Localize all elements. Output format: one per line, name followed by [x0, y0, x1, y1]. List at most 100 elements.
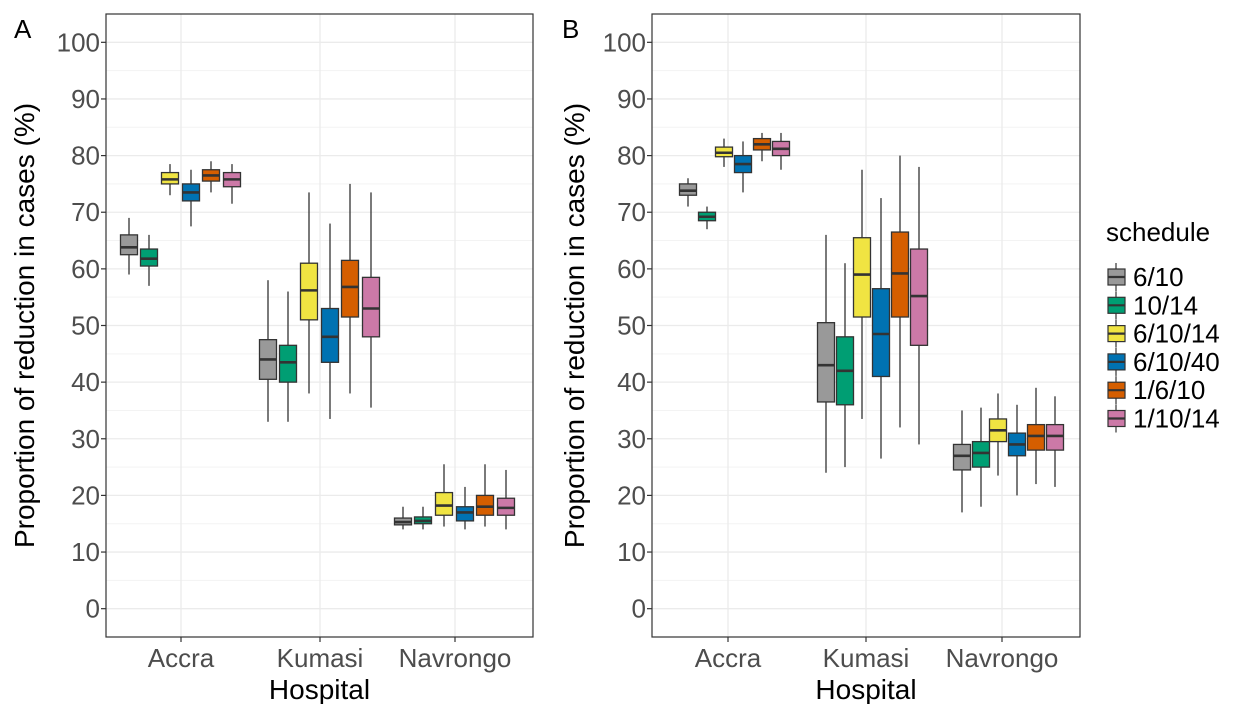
box-1-6-10-accra: [752, 132, 772, 162]
y-tick-label: 30: [71, 424, 100, 454]
box-6-10-accra: [678, 178, 698, 207]
box-body: [1026, 423, 1046, 451]
panel-label: B: [562, 14, 579, 44]
box-6-10-40-kumasi: [320, 223, 340, 419]
box-body: [434, 491, 454, 516]
box-10-14-kumasi: [278, 291, 298, 422]
y-tick-label: 50: [617, 311, 646, 341]
y-tick-label: 0: [86, 594, 100, 624]
box-body: [119, 234, 139, 256]
box-body: [871, 288, 891, 378]
x-tick-label: Kumasi: [823, 643, 910, 673]
x-tick-label: Accra: [148, 643, 215, 673]
box-6-10-40-navrongo: [455, 486, 475, 530]
legend-label: 1/10/14: [1133, 404, 1220, 434]
box-6-10-kumasi: [258, 280, 278, 422]
box-6-10-40-kumasi: [871, 198, 891, 459]
legend-item-10-14: 10/14: [1107, 290, 1198, 320]
y-tick-label: 10: [617, 537, 646, 567]
box-6-10-14-navrongo: [988, 393, 1008, 476]
box-6-10-14-navrongo: [434, 464, 454, 527]
panel-b: 0 10 20 30 40 50 60 70 80 90 100 Accra Kumasi Navrong…: [559, 13, 1081, 704]
box-1-10-14-kumasi: [909, 166, 929, 445]
x-axis-title: Hospital: [269, 674, 370, 704]
box-body: [455, 506, 475, 522]
y-tick-label: 70: [617, 197, 646, 227]
legend-label: 10/14: [1133, 290, 1198, 320]
y-tick-label: 60: [71, 254, 100, 284]
y-tick-label: 80: [617, 141, 646, 171]
box-body: [361, 276, 381, 338]
box-1-6-10-kumasi: [890, 155, 910, 428]
box-6-10-navrongo: [393, 506, 413, 530]
box-6-10-14-accra: [160, 164, 180, 196]
box-body: [1045, 423, 1065, 451]
box-6-10-14-kumasi: [299, 192, 319, 394]
box-1-10-14-navrongo: [1045, 396, 1065, 487]
box-1-10-14-accra: [222, 164, 242, 204]
y-tick-label: 90: [617, 84, 646, 114]
box-body: [952, 443, 972, 471]
legend-label: 6/10/14: [1133, 319, 1220, 349]
y-tick-label: 90: [71, 84, 100, 114]
box-6-10-40-navrongo: [1007, 404, 1027, 496]
legend-title: schedule: [1106, 217, 1210, 247]
box-body: [475, 494, 495, 516]
box-1-6-10-navrongo: [1026, 387, 1046, 485]
box-1-10-14-kumasi: [361, 192, 381, 408]
box-1-6-10-accra: [201, 161, 221, 193]
box-body: [340, 259, 360, 318]
x-tick-label: Navrongo: [399, 643, 512, 673]
x-axis-title: Hospital: [815, 674, 916, 704]
box-6-10-14-kumasi: [852, 169, 872, 419]
y-tick-label: 10: [71, 537, 100, 567]
box-10-14-navrongo: [971, 407, 991, 507]
legend-label: 1/6/10: [1133, 375, 1205, 405]
legend-item-6-10: 6/10: [1107, 262, 1184, 292]
box-1-10-14-navrongo: [496, 469, 516, 530]
box-body: [971, 440, 991, 468]
y-axis-title: Proportion of reduction in cases (%): [559, 103, 590, 548]
legend-item-1-10-14: 1/10/14: [1107, 404, 1220, 434]
legend-item-6-10-40: 6/10/40: [1107, 347, 1220, 377]
legend: schedule 6/1010/146/10/146/10/401/6/101/1…: [1106, 217, 1220, 434]
box-10-14-accra: [697, 206, 717, 230]
box-body: [278, 344, 298, 383]
y-tick-label: 60: [617, 254, 646, 284]
y-tick-label: 40: [71, 367, 100, 397]
box-6-10-kumasi: [816, 234, 836, 473]
box-1-6-10-navrongo: [475, 464, 495, 527]
box-body: [320, 307, 340, 363]
legend-label: 6/10/40: [1133, 347, 1220, 377]
box-6-10-accra: [119, 217, 139, 275]
box-6-10-40-accra: [733, 141, 753, 193]
box-10-14-navrongo: [413, 506, 433, 530]
panel-a: 0 10 20 30 40 50 60 70 80 90 100 Accra Kumasi Navrong…: [9, 13, 534, 704]
y-tick-label: 20: [617, 480, 646, 510]
box-1-10-14-accra: [771, 132, 791, 170]
y-tick-label: 20: [71, 480, 100, 510]
box-6-10-navrongo: [952, 410, 972, 513]
y-tick-label: 100: [603, 27, 646, 57]
y-tick-label: 70: [71, 197, 100, 227]
box-6-10-40-accra: [181, 169, 201, 227]
box-body: [816, 322, 836, 403]
y-tick-label: 30: [617, 424, 646, 454]
panel-label: A: [14, 14, 32, 44]
x-tick-label: Kumasi: [277, 643, 364, 673]
box-6-10-14-accra: [714, 138, 734, 167]
y-tick-label: 50: [71, 311, 100, 341]
box-10-14-accra: [139, 234, 159, 286]
y-tick-label: 100: [57, 27, 100, 57]
x-tick-label: Accra: [695, 643, 762, 673]
y-axis-title: Proportion of reduction in cases (%): [9, 103, 40, 548]
y-tick-label: 80: [71, 141, 100, 171]
legend-item-6-10-14: 6/10/14: [1107, 319, 1220, 349]
box-body: [852, 237, 872, 318]
x-tick-label: Navrongo: [946, 643, 1059, 673]
y-tick-label: 0: [632, 594, 646, 624]
box-1-6-10-kumasi: [340, 183, 360, 394]
legend-item-1-6-10: 1/6/10: [1107, 375, 1205, 405]
box-10-14-kumasi: [835, 263, 855, 468]
